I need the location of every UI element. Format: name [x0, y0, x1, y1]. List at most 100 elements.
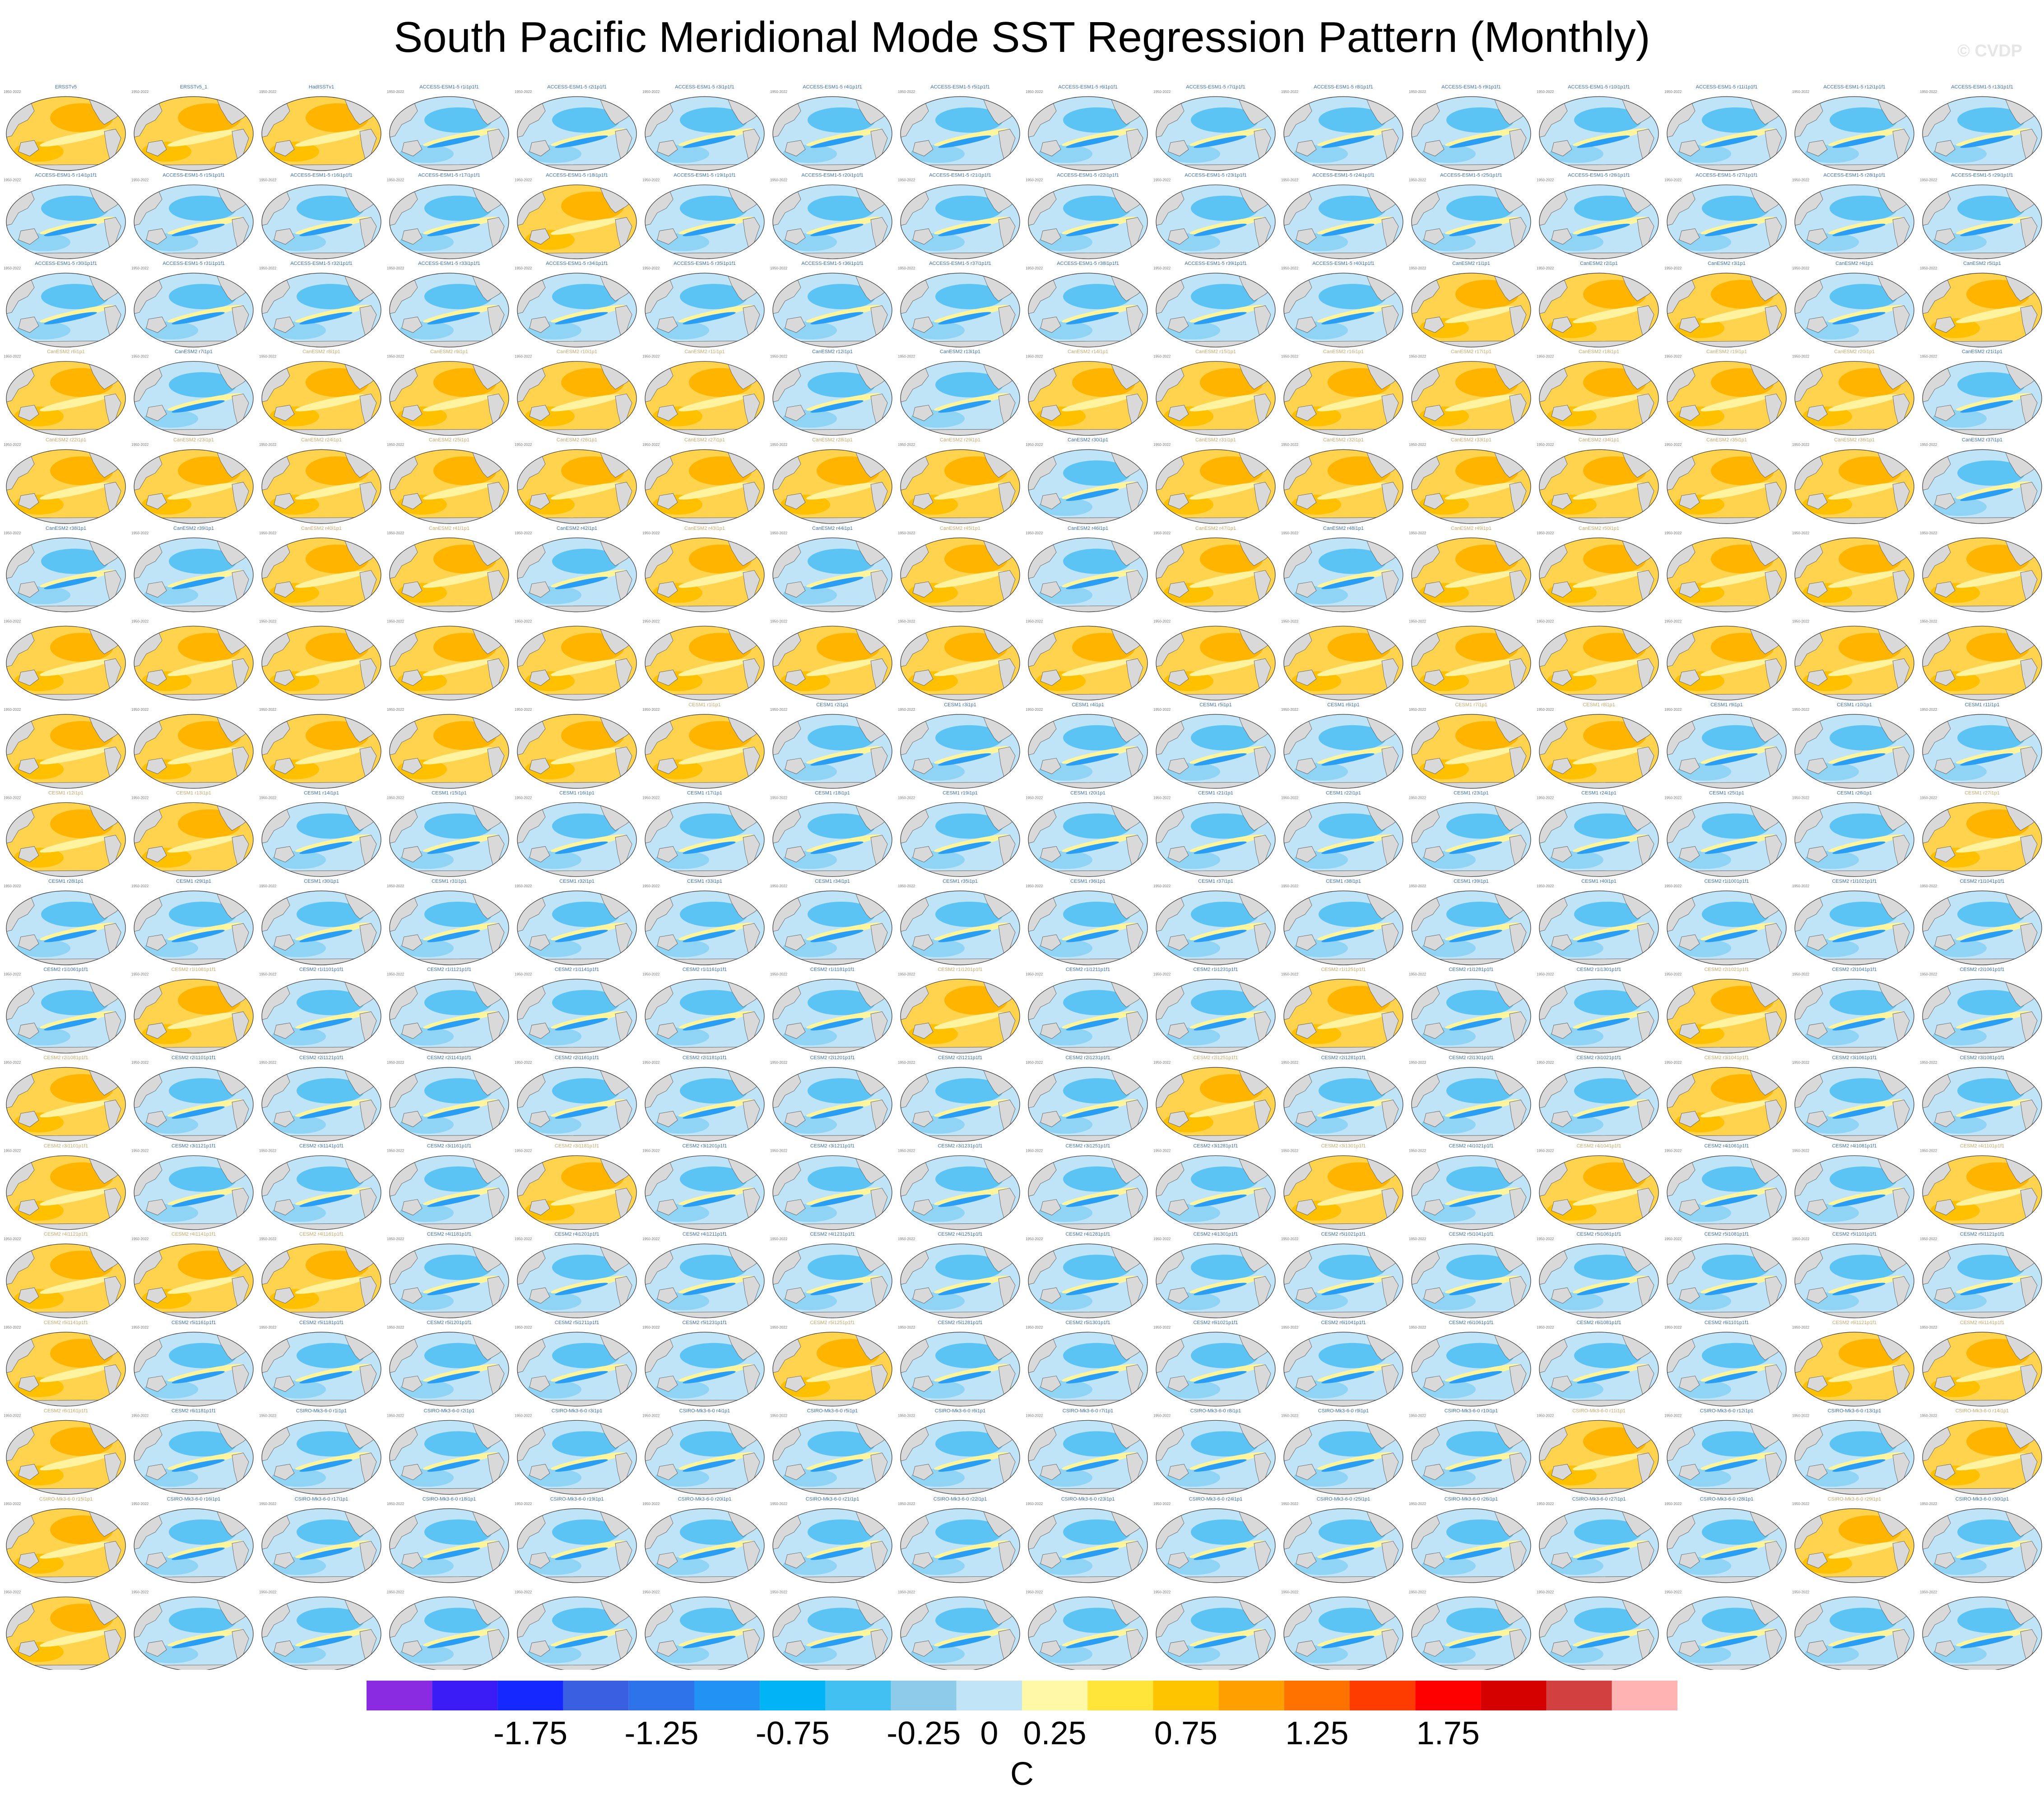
map-panel: CSIRO-Mk3-6-0 r23i1p1 1950-2022: [1026, 1496, 1148, 1583]
map-panel: CESM2 r3i1161p1f1 1950-2022: [387, 1144, 509, 1230]
anomaly-band: [678, 305, 754, 323]
anomaly-patch: [935, 284, 1003, 310]
map-panel: CESM2 r6i1121p1f1 1950-2022: [1792, 1320, 1914, 1407]
panel-period: 1950-2022: [259, 708, 277, 712]
panel-label: CESM2 r2i1061p1f1: [1960, 967, 2004, 973]
anomaly-band: [1960, 488, 2013, 501]
map-panel: CESM2 r6i1041p1f1 1950-2022: [1281, 1320, 1403, 1407]
anomaly-band: [1445, 128, 1520, 146]
land-australia: [1168, 405, 1189, 422]
map-panel: 1950-2022: [1664, 619, 1787, 700]
anomaly-band: [423, 128, 498, 146]
panel-period: 1950-2022: [770, 1413, 788, 1418]
anomaly-band: [167, 747, 238, 764]
map-panel: CanESM2 r45i1p1 1950-2022: [898, 526, 1020, 612]
panel-period: 1950-2022: [898, 355, 915, 359]
panel-period: 1950-2022: [642, 1590, 660, 1594]
map-border: [1922, 273, 2042, 347]
panel-label: CESM2 r4i1041p1f1: [1576, 1144, 1621, 1149]
anomaly-band: [427, 312, 480, 324]
land-australia: [274, 228, 295, 245]
map-panel: CanESM2 r33i1p1 1950-2022: [1409, 437, 1531, 524]
panel-label: CSIRO-Mk3-6-0 r30i1p1: [1956, 1496, 2009, 1502]
map-panel: 1950-2022: [259, 708, 381, 789]
panel-period: 1950-2022: [1026, 1237, 1043, 1241]
panel-period: 1950-2022: [1409, 619, 1426, 623]
map-panel: CESM2 r4i1231p1f1 1950-2022: [770, 1232, 892, 1318]
map-panel: CESM2 r4i1101p1f1 1950-2022: [1920, 1144, 2042, 1230]
map-panel: CESM2 r5i1211p1f1 1950-2022: [515, 1320, 637, 1407]
map-border: [389, 537, 509, 612]
map-border: [6, 361, 126, 436]
panel-period: 1950-2022: [1026, 1413, 1043, 1418]
anomaly-band: [550, 305, 626, 323]
panel-label: ACCESS-ESM1-5 r26i1p1f1: [1568, 173, 1630, 178]
map-border: [6, 537, 126, 612]
map-panel: ACCESS-ESM1-5 r34i1p1f1 1950-2022: [515, 261, 637, 347]
panel-period: 1950-2022: [515, 90, 532, 94]
anomaly-band: [1445, 306, 1516, 323]
anomaly-band: [1317, 217, 1393, 234]
map-border: [134, 714, 254, 789]
panel-label: CESM1 r26i1p1: [1837, 790, 1872, 796]
map-panel: CSIRO-Mk3-6-0 r1i1p1 1950-2022: [259, 1408, 381, 1495]
land-australia: [1040, 669, 1061, 686]
panel-period: 1950-2022: [1792, 796, 1810, 800]
map-border: [134, 625, 254, 700]
panel-period: 1950-2022: [770, 1590, 788, 1594]
anomaly-patch: [297, 195, 364, 221]
panel-label: CESM2 r3i1301p1f1: [1321, 1144, 1366, 1149]
map-border: [1539, 625, 1659, 700]
map-panel: ACCESS-ESM1-5 r21i1p1f1 1950-2022: [898, 173, 1020, 259]
panel-label: CESM1 r22i1p1: [1326, 790, 1361, 796]
anomaly-band: [39, 747, 111, 764]
map-panel: CESM1 r34i1p1 1950-2022: [770, 879, 892, 965]
panel-period: 1950-2022: [770, 619, 788, 623]
panel-period: 1950-2022: [642, 796, 660, 800]
panel-period: 1950-2022: [1664, 796, 1682, 800]
land-antarctica: [390, 693, 509, 700]
panel-label: CanESM2 r9i1p1: [430, 349, 468, 355]
map-border: [1283, 361, 1403, 436]
land-australia: [274, 140, 295, 157]
map-panel: CanESM2 r18i1p1 1950-2022: [1537, 349, 1659, 436]
anomaly-band: [806, 570, 882, 588]
panel-period: 1950-2022: [1409, 443, 1426, 447]
map-border: [1411, 625, 1531, 700]
panel-label: ACCESS-ESM1-5 r16i1p1f1: [290, 173, 353, 178]
panel-period: 1950-2022: [131, 708, 149, 712]
map-panel: 1950-2022: [1026, 619, 1148, 700]
land-australia: [1934, 493, 1956, 510]
land-antarctica: [1284, 605, 1403, 612]
land-antarctica: [1667, 1576, 1786, 1583]
anomaly-band: [172, 223, 225, 236]
map-border: [772, 625, 892, 700]
anomaly-band: [1445, 482, 1516, 500]
map-panel: 1950-2022: [770, 1590, 892, 1670]
anomaly-patch: [424, 107, 492, 133]
panel-period: 1950-2022: [4, 973, 21, 977]
map-border: [1922, 361, 2042, 436]
map-border: [1794, 96, 1914, 171]
colorbar-box: [497, 1681, 563, 1710]
map-panel: CanESM2 r36i1p1 1950-2022: [1792, 437, 1914, 524]
panel-period: 1950-2022: [1920, 531, 1937, 535]
panel-label: CESM2 r4i1211p1f1: [683, 1232, 727, 1237]
panel-period: 1950-2022: [1537, 178, 1554, 182]
anomaly-band: [938, 135, 991, 148]
map-panel: CanESM2 r22i1p1 1950-2022: [4, 437, 126, 524]
land-australia: [274, 581, 295, 598]
panel-period: 1950-2022: [1153, 531, 1171, 535]
land-australia: [146, 669, 167, 686]
map-panel: CESM2 r3i1181p1f1 1950-2022: [515, 1144, 637, 1230]
panel-period: 1950-2022: [387, 1237, 404, 1241]
panel-period: 1950-2022: [1920, 708, 1937, 712]
panel-label: CSIRO-Mk3-6-0 r5i1p1: [807, 1408, 858, 1413]
map-border: [900, 361, 1020, 436]
panel-period: 1950-2022: [1792, 1502, 1810, 1506]
panel-label: CESM2 r5i1201p1f1: [427, 1320, 471, 1325]
anomaly-band: [1956, 393, 2031, 411]
map-panel: CESM2 r1i1301p1f1 1950-2022: [1537, 967, 1659, 1054]
panel-label: CanESM2 r2i1p1: [1580, 261, 1618, 266]
panel-period: 1950-2022: [1920, 796, 1937, 800]
